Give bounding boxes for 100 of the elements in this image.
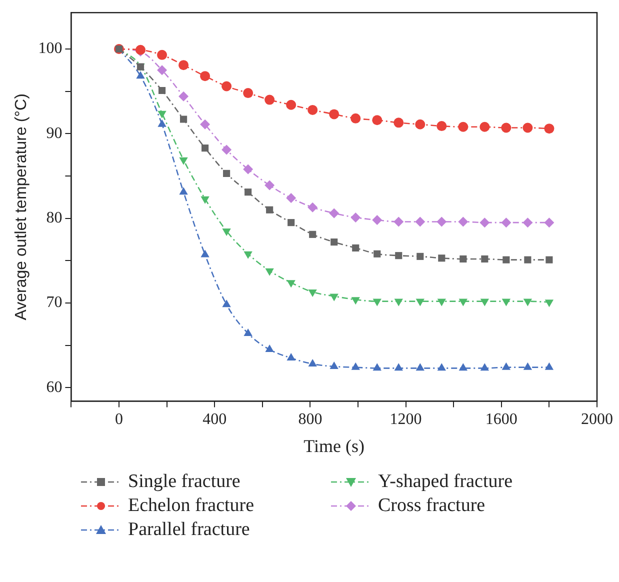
point (394, 298, 403, 306)
point (178, 60, 189, 70)
point (544, 124, 554, 134)
point (286, 100, 296, 110)
point (179, 157, 188, 165)
point (244, 251, 252, 259)
point (158, 110, 166, 118)
y-tick-label: 100 (38, 40, 62, 58)
point (265, 268, 274, 276)
point (458, 298, 468, 306)
point (502, 298, 511, 306)
point (157, 65, 168, 76)
point (222, 144, 232, 155)
point (266, 206, 274, 214)
point (200, 119, 210, 130)
point (395, 252, 402, 260)
legend-label: Cross fracture (378, 495, 486, 517)
point (481, 255, 488, 263)
point (372, 115, 382, 126)
point (264, 180, 275, 190)
point (394, 118, 404, 128)
legend-label: Y-shaped fracture (378, 471, 513, 493)
point (223, 170, 230, 177)
point (309, 230, 316, 238)
point (202, 144, 209, 152)
point (372, 363, 382, 371)
point (329, 208, 340, 218)
point (523, 362, 532, 370)
point (330, 238, 338, 246)
point (158, 119, 166, 127)
y-tick-label: 80 (46, 210, 62, 227)
point (458, 363, 468, 371)
point (352, 244, 360, 252)
y-tick-label: 60 (46, 378, 62, 396)
point (180, 116, 188, 123)
point (502, 362, 511, 370)
point (436, 216, 447, 227)
point (350, 113, 361, 124)
point (460, 255, 467, 263)
point (243, 88, 254, 98)
point (546, 256, 553, 264)
point (178, 91, 189, 102)
point (244, 188, 252, 196)
point (308, 202, 318, 212)
point (394, 216, 404, 227)
point (136, 71, 145, 79)
point (522, 218, 533, 228)
point (372, 215, 382, 226)
legend-label: Single fracture (128, 471, 240, 493)
point (437, 298, 446, 306)
x-tick-label: 1600 (485, 411, 518, 428)
point (222, 300, 231, 308)
point (501, 218, 512, 228)
point (308, 104, 318, 115)
legend-label: Parallel fracture (128, 519, 250, 541)
point (502, 256, 510, 264)
point (200, 71, 210, 82)
point (544, 218, 554, 228)
y-tick-label: 90 (46, 124, 62, 142)
point (416, 298, 424, 306)
point (200, 250, 210, 258)
point (288, 219, 295, 226)
point (308, 289, 317, 297)
point (330, 361, 338, 369)
point (458, 122, 468, 132)
point (415, 216, 426, 227)
point (243, 164, 254, 174)
point (394, 363, 403, 371)
y-tick-label: 70 (46, 294, 62, 312)
x-axis-title: Time (s) (304, 436, 365, 456)
point (351, 362, 360, 370)
point (244, 328, 252, 336)
point (458, 216, 468, 227)
point (436, 121, 447, 132)
point (501, 122, 512, 133)
point (286, 193, 296, 204)
point (222, 81, 232, 92)
point (416, 363, 424, 371)
point (480, 122, 490, 132)
point (544, 362, 554, 370)
y-axis-title: Average outlet temperature (°C) (13, 94, 30, 320)
point (522, 122, 533, 133)
point (437, 363, 446, 371)
legend-label: Echelon fracture (128, 495, 254, 517)
point (329, 109, 340, 120)
point (158, 86, 166, 94)
point (480, 363, 489, 371)
point (523, 298, 532, 306)
point (480, 298, 489, 306)
point (157, 50, 168, 60)
point (265, 344, 274, 352)
point (179, 187, 188, 195)
point (286, 353, 296, 361)
x-tick-label: 0 (115, 411, 123, 428)
point (372, 298, 382, 306)
point (438, 254, 446, 262)
point (308, 358, 317, 366)
point (524, 256, 532, 264)
point (350, 212, 361, 222)
point (374, 250, 381, 258)
